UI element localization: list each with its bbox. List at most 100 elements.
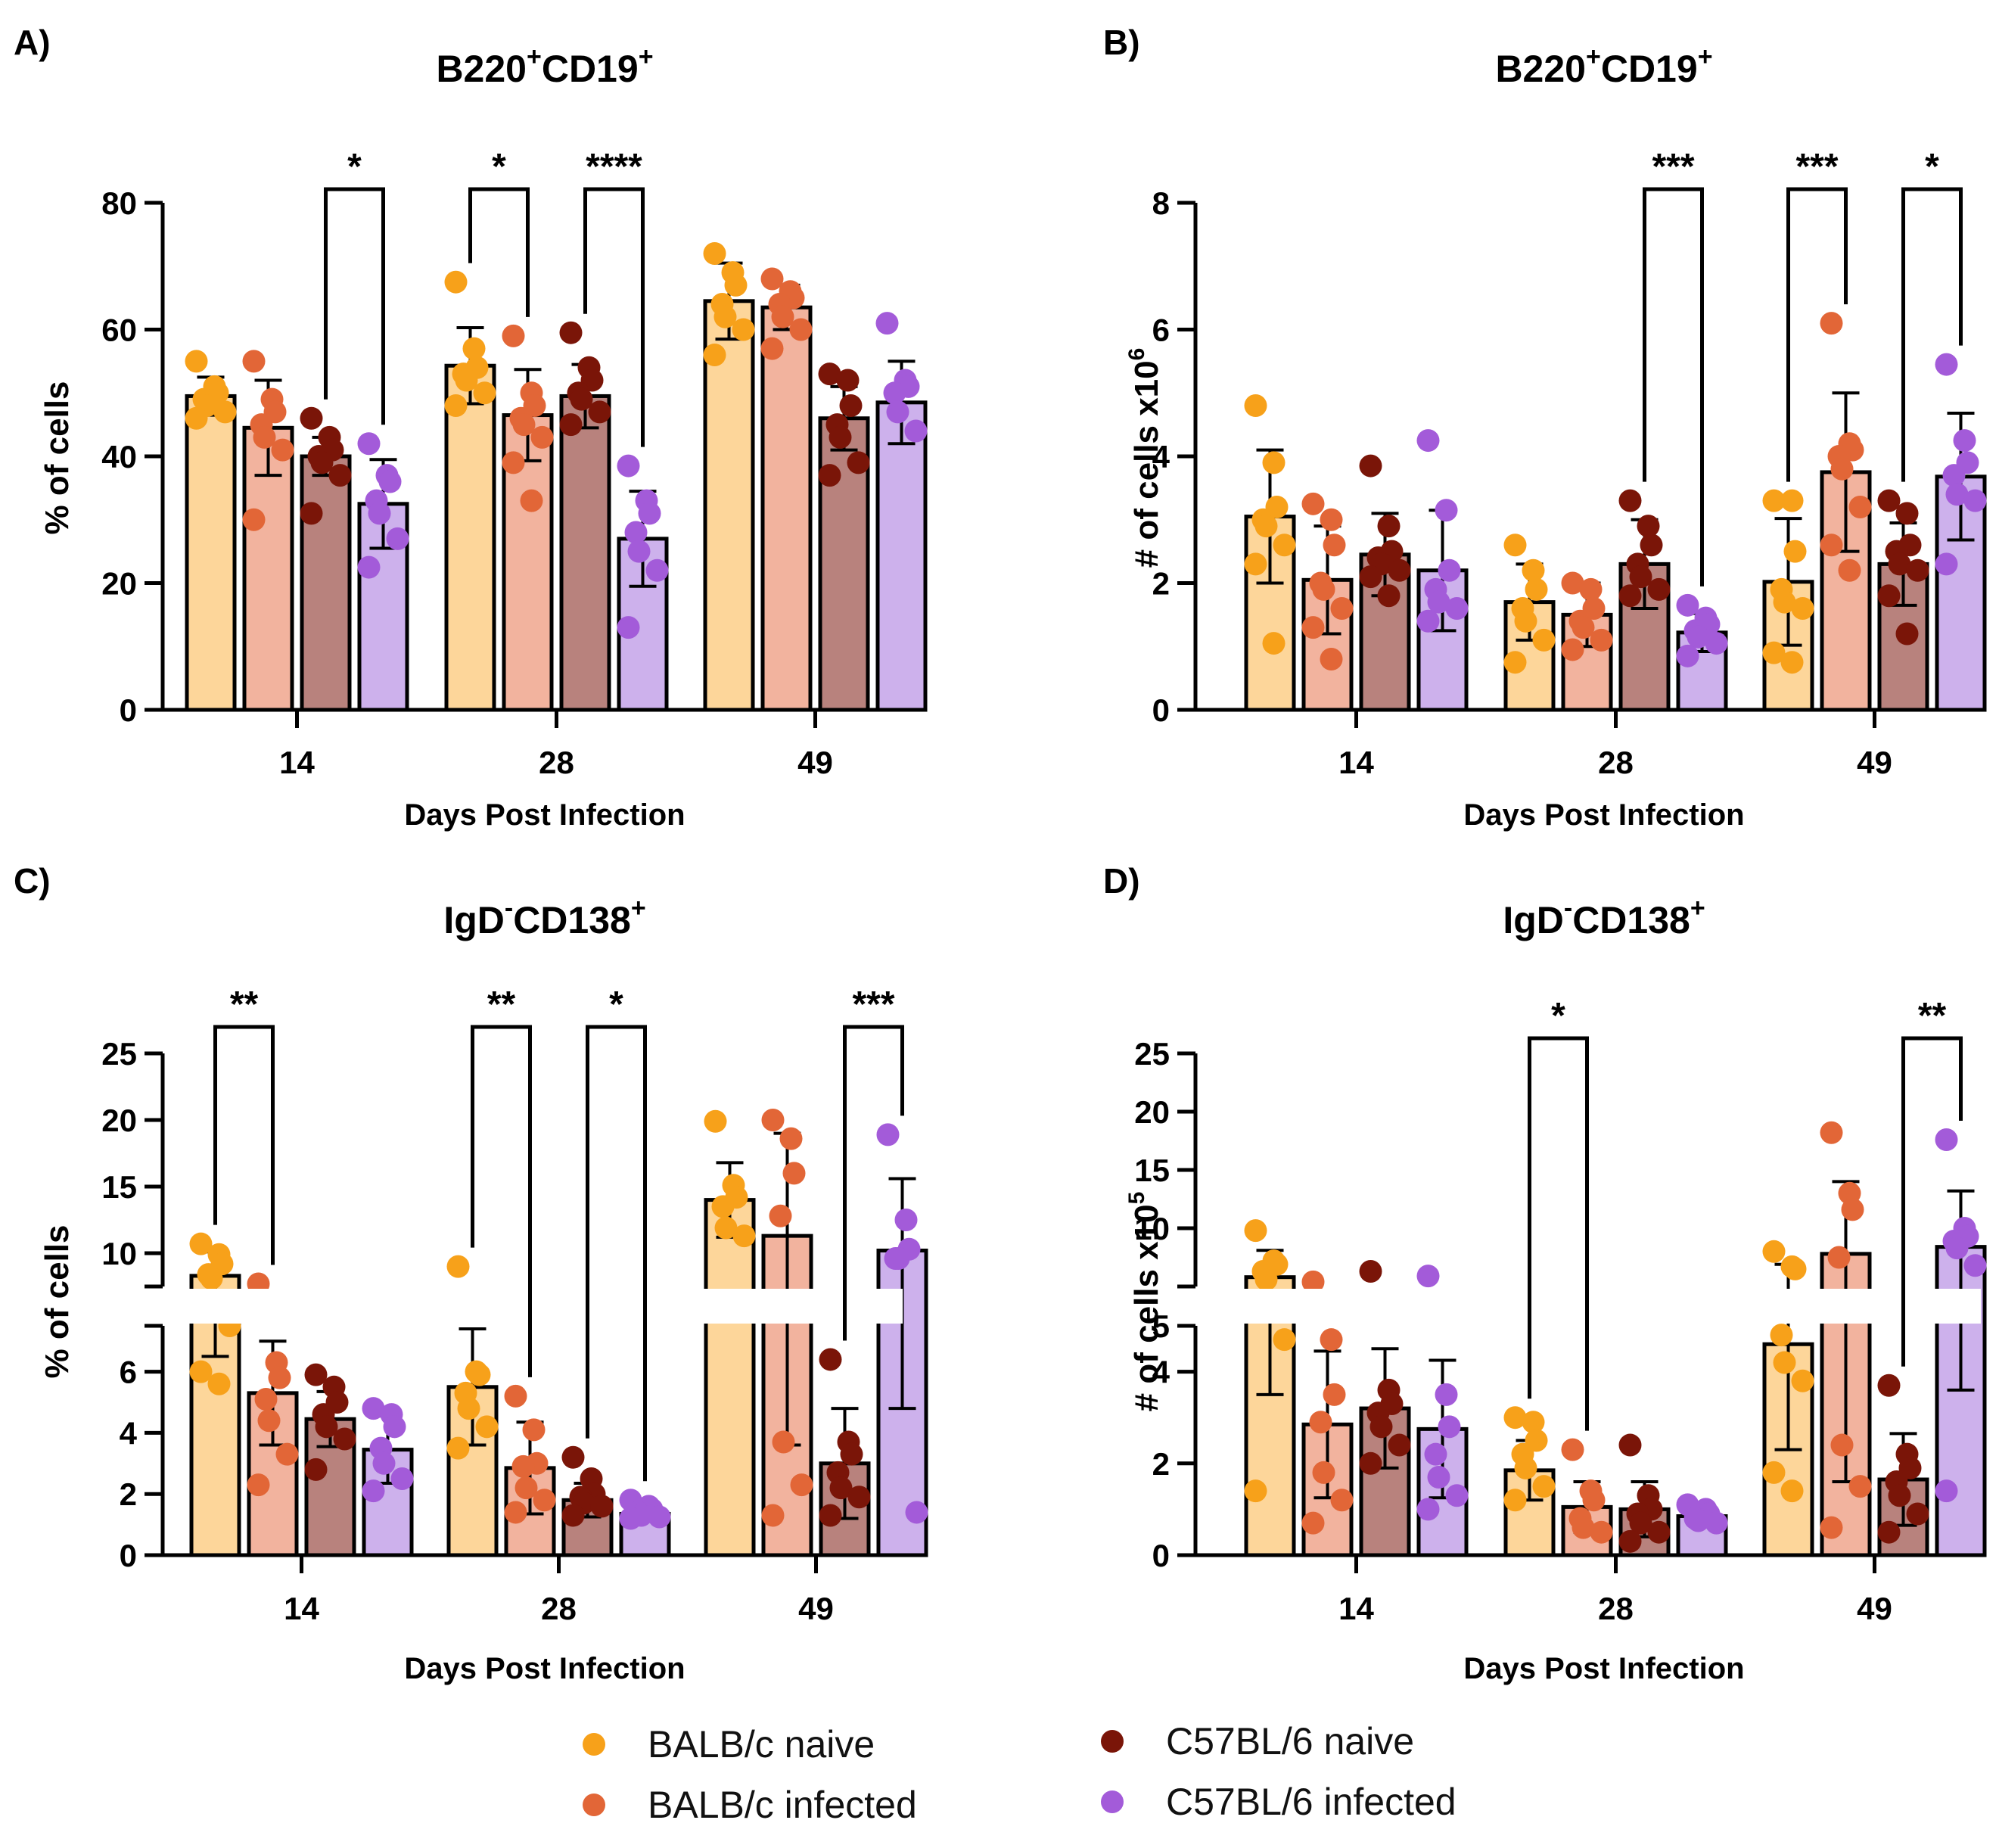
x-tick-label: 28: [539, 745, 574, 780]
data-point-c57bl6-infected: [378, 470, 402, 493]
data-point-c57bl6-infected: [645, 558, 669, 582]
data-point-balbc-infected: [242, 350, 266, 373]
y-tick-label: 80: [101, 185, 137, 221]
significance-bracket: [586, 1025, 647, 1482]
data-point-c57bl6-infected: [904, 419, 928, 443]
panel-b: B) B220+CD19+ # of cells x106 Days Post Inf…: [1103, 23, 1987, 832]
data-point-balbc-naive: [1791, 1369, 1814, 1392]
significance-label: *: [492, 147, 506, 187]
data-point-balbc-infected: [1827, 1246, 1851, 1269]
data-point-c57bl6-naive: [1888, 552, 1911, 576]
data-point-balbc-naive: [732, 318, 755, 341]
data-point-balbc-naive: [468, 1363, 491, 1386]
data-point-balbc-infected: [1590, 628, 1613, 652]
data-point-c57bl6-naive: [1359, 454, 1382, 478]
y-tick-label: 0: [1152, 1538, 1170, 1573]
data-point-c57bl6-infected: [386, 527, 409, 550]
data-point-c57bl6-naive: [839, 394, 863, 417]
data-point-balbc-naive: [1762, 1240, 1786, 1263]
data-point-balbc-infected: [1320, 508, 1343, 531]
y-tick-label: 60: [101, 313, 137, 348]
data-point-balbc-naive: [200, 1267, 223, 1290]
significance-bracket: [213, 1025, 275, 1265]
data-point-balbc-infected: [1312, 1461, 1335, 1484]
data-point-balbc-infected: [760, 337, 784, 360]
data-point-c57bl6-infected: [1416, 1498, 1440, 1521]
panel-d: D) IgD-CD138+ # of cells x105 Days Post Inf…: [1103, 861, 1987, 1685]
data-point-balbc-naive: [1773, 590, 1796, 614]
x-axis-label: Days Post Infection: [404, 798, 685, 832]
data-point-balbc-naive: [1773, 1351, 1796, 1374]
data-point-c57bl6-naive: [819, 1348, 842, 1371]
data-point-balbc-infected: [760, 267, 784, 291]
x-tick-label: 49: [797, 745, 833, 780]
data-point-balbc-naive: [1503, 1406, 1527, 1430]
panel-label: D): [1103, 861, 1140, 901]
data-point-balbc-infected: [1301, 1270, 1325, 1293]
data-point-c57bl6-infected: [1445, 597, 1469, 620]
data-point-c57bl6-naive: [559, 413, 583, 437]
y-tick-label: 0: [120, 692, 137, 728]
data-point-c57bl6-infected: [638, 502, 661, 525]
data-point-balbc-infected: [1561, 638, 1584, 661]
x-tick-label: 49: [798, 1591, 834, 1626]
data-point-c57bl6-infected: [887, 1247, 910, 1271]
significance-label: ****: [586, 147, 642, 187]
x-tick-label: 28: [541, 1591, 577, 1626]
data-point-c57bl6-infected: [875, 312, 899, 335]
data-point-c57bl6-naive: [1647, 577, 1671, 601]
data-point-c57bl6-infected: [905, 1501, 928, 1524]
x-tick-label: 14: [1338, 745, 1374, 780]
x-axis-label: Days Post Infection: [1463, 1652, 1744, 1685]
data-point-balbc-naive: [1244, 552, 1267, 576]
x-axis-label: Days Post Infection: [1463, 798, 1744, 832]
data-point-balbc-infected: [1830, 1433, 1854, 1457]
data-point-c57bl6-infected: [1935, 1128, 1958, 1151]
data-point-balbc-infected: [1309, 1411, 1332, 1434]
y-tick-label: 25: [101, 1036, 137, 1072]
y-axis-label: # of cells x106: [1124, 348, 1165, 568]
chart-title: B220+CD19+: [1495, 42, 1712, 90]
data-point-balbc-infected: [1579, 577, 1603, 601]
data-point-balbc-infected: [772, 1430, 795, 1454]
x-tick-label: 14: [279, 745, 315, 780]
data-point-balbc-infected: [1301, 1511, 1325, 1535]
data-point-c57bl6-naive: [819, 1504, 842, 1527]
data-point-balbc-infected: [247, 1473, 270, 1497]
y-tick-label: 6: [120, 1355, 137, 1390]
significance-label: **: [230, 985, 259, 1025]
data-point-c57bl6-infected: [1435, 499, 1458, 522]
data-point-balbc-infected: [257, 1409, 281, 1433]
data-point-c57bl6-naive: [1359, 1259, 1382, 1283]
data-point-c57bl6-infected: [1705, 632, 1728, 655]
data-point-balbc-infected: [771, 305, 794, 328]
data-point-balbc-infected: [1830, 457, 1854, 481]
data-point-c57bl6-naive: [1895, 622, 1919, 646]
data-point-c57bl6-infected: [1942, 464, 1966, 487]
data-point-c57bl6-naive: [304, 1363, 328, 1386]
data-point-balbc-infected: [782, 1162, 806, 1185]
data-point-c57bl6-infected: [1676, 593, 1699, 617]
data-point-c57bl6-naive: [1377, 515, 1401, 538]
data-point-c57bl6-naive: [1359, 1451, 1382, 1475]
data-point-c57bl6-naive: [829, 1476, 853, 1500]
data-point-balbc-infected: [502, 451, 525, 474]
data-point-c57bl6-naive: [1906, 558, 1929, 582]
y-tick-label: 40: [101, 439, 137, 474]
chart-title: IgD-CD138+: [1503, 894, 1705, 941]
data-point-balbc-infected: [779, 1127, 803, 1150]
data-point-balbc-infected: [1820, 1516, 1843, 1539]
data-point-c57bl6-infected: [1438, 558, 1461, 582]
data-point-balbc-naive: [1244, 1479, 1267, 1503]
y-axis-label: % of cells: [39, 381, 76, 535]
data-point-balbc-naive: [704, 1109, 727, 1133]
data-point-balbc-infected: [1820, 312, 1843, 335]
data-point-c57bl6-naive: [561, 1504, 585, 1527]
significance-label: *: [347, 147, 362, 187]
data-point-c57bl6-naive: [818, 362, 841, 386]
data-point-c57bl6-infected: [1945, 1237, 1969, 1260]
data-point-balbc-naive: [1522, 1411, 1545, 1434]
data-point-balbc-infected: [761, 1504, 785, 1527]
data-point-c57bl6-naive: [1877, 1374, 1901, 1397]
x-tick-label: 28: [1598, 1591, 1634, 1626]
